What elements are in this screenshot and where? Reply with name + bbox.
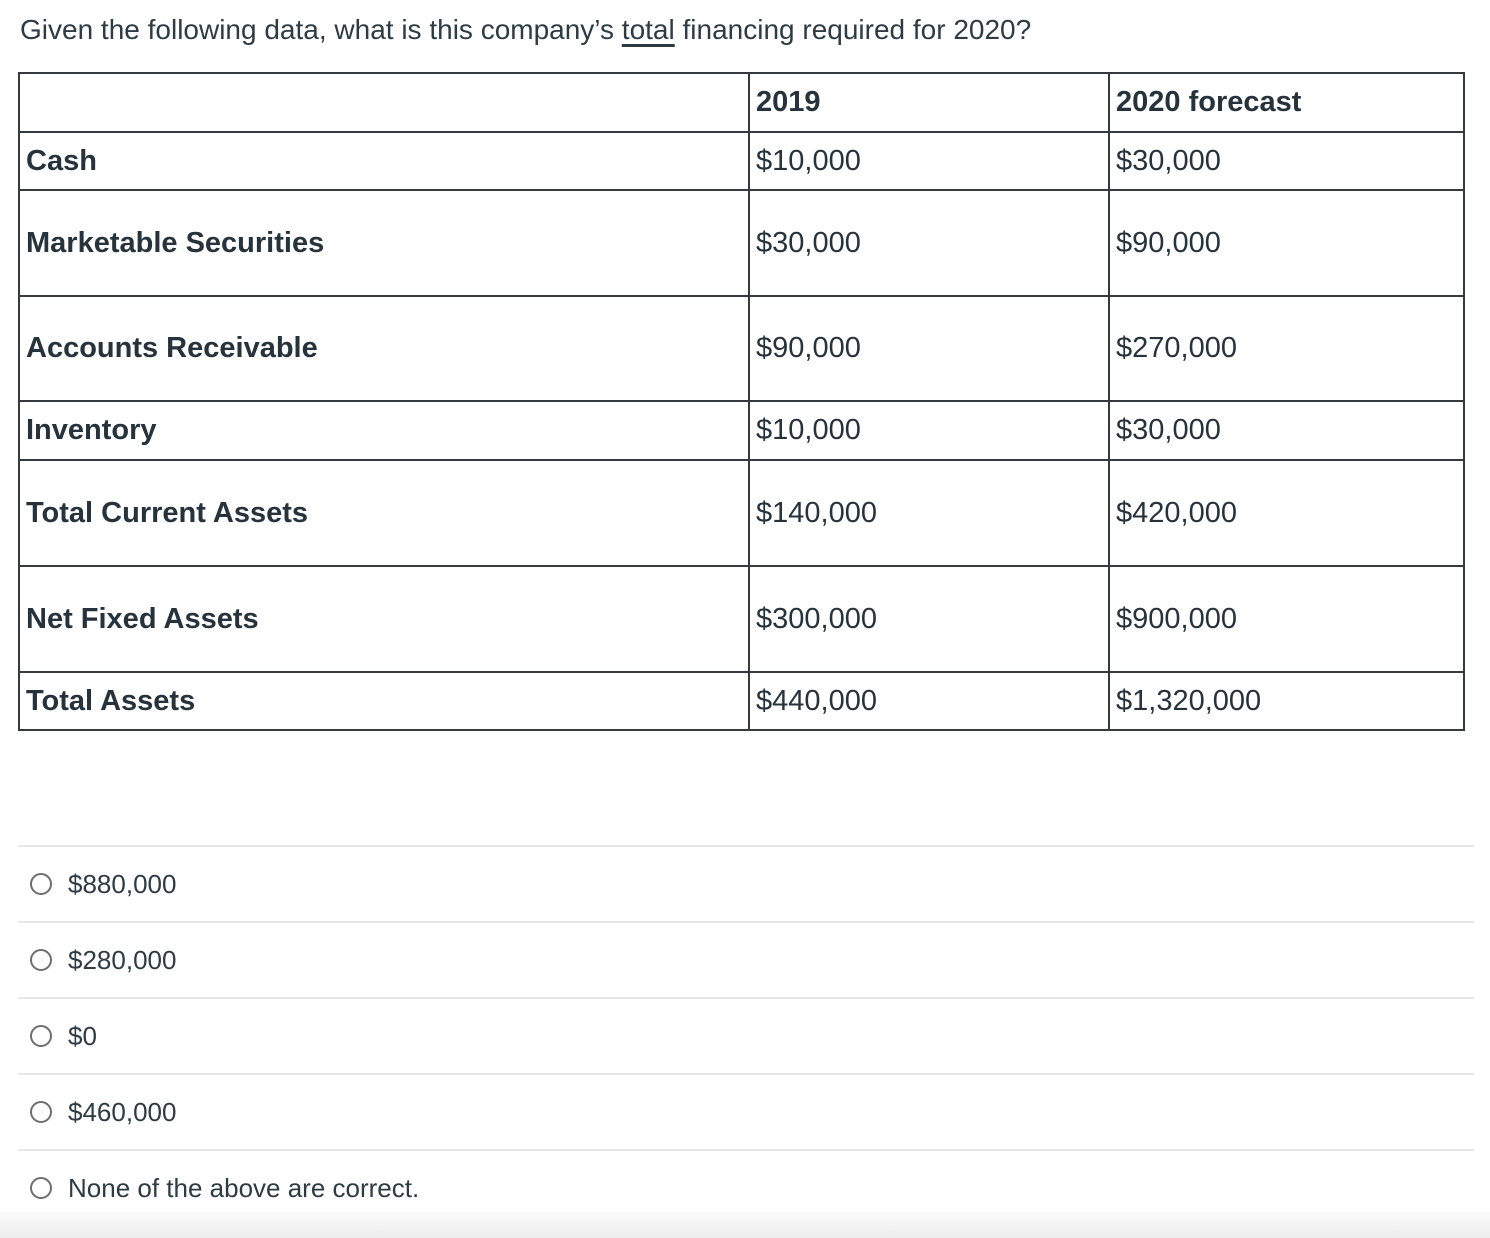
cell-2019: $140,000 [748, 459, 1110, 567]
row-label: Marketable Securities [18, 189, 750, 297]
answer-option-280000[interactable]: $280,000 [18, 921, 1474, 997]
cell-2020: $90,000 [1108, 189, 1465, 297]
row-label: Inventory [18, 400, 750, 461]
bottom-section-divider-band [0, 1212, 1490, 1238]
balance-sheet-table: 2019 2020 forecast Cash $10,000 $30,000 … [18, 72, 1465, 731]
answer-option-0[interactable]: $0 [18, 997, 1474, 1073]
table-row-total-assets: Total Assets $440,000 $1,320,000 [18, 671, 1465, 731]
option-label[interactable]: $880,000 [68, 868, 177, 899]
question-text-before: Given the following data, what is this c… [20, 14, 622, 45]
radio-button-icon[interactable] [30, 1177, 52, 1199]
question-text-after: financing required for 2020? [674, 14, 1032, 45]
row-label: Total Current Assets [18, 459, 750, 567]
row-label: Cash [18, 131, 750, 191]
question-text: Given the following data, what is this c… [0, 0, 1490, 50]
header-cell-2020-forecast: 2020 forecast [1108, 72, 1465, 133]
cell-2019: $10,000 [748, 131, 1110, 191]
header-cell-2019: 2019 [748, 72, 1110, 133]
radio-button-icon[interactable] [30, 1101, 52, 1123]
option-label[interactable]: $280,000 [68, 944, 177, 975]
option-label[interactable]: $460,000 [68, 1096, 177, 1127]
cell-2019: $440,000 [748, 671, 1110, 731]
cell-2020: $270,000 [1108, 295, 1465, 402]
row-label: Accounts Receivable [18, 295, 750, 402]
cell-2019: $300,000 [748, 565, 1110, 673]
row-label: Total Assets [18, 671, 750, 731]
table-row-net-fixed-assets: Net Fixed Assets $300,000 $900,000 [18, 565, 1465, 673]
cell-2019: $30,000 [748, 189, 1110, 297]
answer-options: $880,000 $280,000 $0 $460,000 None of th… [0, 845, 1490, 1225]
cell-2020: $1,320,000 [1108, 671, 1465, 731]
answer-option-460000[interactable]: $460,000 [18, 1073, 1474, 1149]
radio-button-icon[interactable] [30, 1025, 52, 1047]
table-row-total-current-assets: Total Current Assets $140,000 $420,000 [18, 459, 1465, 567]
table-row-accounts-receivable: Accounts Receivable $90,000 $270,000 [18, 295, 1465, 402]
answer-option-880000[interactable]: $880,000 [18, 845, 1474, 921]
table-row-inventory: Inventory $10,000 $30,000 [18, 400, 1465, 461]
cell-2019: $10,000 [748, 400, 1110, 461]
cell-2020: $30,000 [1108, 131, 1465, 191]
table-row-cash: Cash $10,000 $30,000 [18, 131, 1465, 191]
answer-option-none-of-the-above[interactable]: None of the above are correct. [18, 1149, 1474, 1225]
radio-button-icon[interactable] [30, 949, 52, 971]
header-cell-empty [18, 72, 750, 133]
radio-button-icon[interactable] [30, 873, 52, 895]
table-header-row: 2019 2020 forecast [18, 72, 1465, 133]
cell-2020: $30,000 [1108, 400, 1465, 461]
cell-2019: $90,000 [748, 295, 1110, 402]
option-label[interactable]: $0 [68, 1020, 97, 1051]
cell-2020: $900,000 [1108, 565, 1465, 673]
row-label: Net Fixed Assets [18, 565, 750, 673]
table-row-marketable-securities: Marketable Securities $30,000 $90,000 [18, 189, 1465, 297]
cell-2020: $420,000 [1108, 459, 1465, 567]
question-emphasized-word: total [621, 14, 675, 45]
option-label[interactable]: None of the above are correct. [68, 1172, 420, 1203]
